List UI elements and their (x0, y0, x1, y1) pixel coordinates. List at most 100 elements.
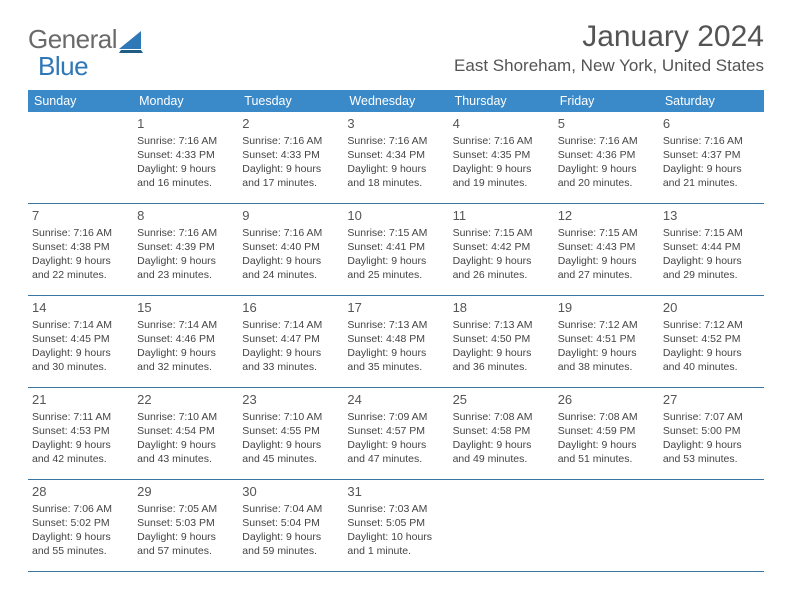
daylight-line: Daylight: 9 hours and 27 minutes. (558, 254, 655, 282)
sunrise-line: Sunrise: 7:11 AM (32, 410, 129, 424)
sunrise-line: Sunrise: 7:14 AM (137, 318, 234, 332)
daylight-line: Daylight: 9 hours and 55 minutes. (32, 530, 129, 558)
day-number: 25 (453, 391, 550, 409)
day-number: 18 (453, 299, 550, 317)
sunrise-line: Sunrise: 7:09 AM (347, 410, 444, 424)
daylight-line: Daylight: 9 hours and 25 minutes. (347, 254, 444, 282)
sunrise-line: Sunrise: 7:15 AM (558, 226, 655, 240)
sunset-line: Sunset: 4:41 PM (347, 240, 444, 254)
sunset-line: Sunset: 5:04 PM (242, 516, 339, 530)
sunrise-line: Sunrise: 7:16 AM (137, 134, 234, 148)
day-number: 15 (137, 299, 234, 317)
day-number: 20 (663, 299, 760, 317)
day-number: 28 (32, 483, 129, 501)
sunset-line: Sunset: 4:53 PM (32, 424, 129, 438)
daylight-line: Daylight: 9 hours and 17 minutes. (242, 162, 339, 190)
day-number: 31 (347, 483, 444, 501)
daylight-line: Daylight: 9 hours and 45 minutes. (242, 438, 339, 466)
sunrise-line: Sunrise: 7:12 AM (558, 318, 655, 332)
daylight-line: Daylight: 9 hours and 43 minutes. (137, 438, 234, 466)
calendar-day-cell: 20Sunrise: 7:12 AMSunset: 4:52 PMDayligh… (659, 296, 764, 388)
sunset-line: Sunset: 5:02 PM (32, 516, 129, 530)
sunrise-line: Sunrise: 7:16 AM (137, 226, 234, 240)
day-number: 3 (347, 115, 444, 133)
sunset-line: Sunset: 4:52 PM (663, 332, 760, 346)
day-number: 29 (137, 483, 234, 501)
sunrise-line: Sunrise: 7:16 AM (242, 226, 339, 240)
sunset-line: Sunset: 4:38 PM (32, 240, 129, 254)
calendar-day-cell: 28Sunrise: 7:06 AMSunset: 5:02 PMDayligh… (28, 480, 133, 572)
day-number: 14 (32, 299, 129, 317)
calendar-day-cell: 10Sunrise: 7:15 AMSunset: 4:41 PMDayligh… (343, 204, 448, 296)
sunrise-line: Sunrise: 7:08 AM (558, 410, 655, 424)
calendar-day-cell: 17Sunrise: 7:13 AMSunset: 4:48 PMDayligh… (343, 296, 448, 388)
sunrise-line: Sunrise: 7:14 AM (32, 318, 129, 332)
daylight-line: Daylight: 9 hours and 32 minutes. (137, 346, 234, 374)
calendar-page: General Blue January 2024 East Shoreham,… (0, 0, 792, 590)
sunset-line: Sunset: 4:33 PM (242, 148, 339, 162)
day-number: 10 (347, 207, 444, 225)
calendar-day-cell: 31Sunrise: 7:03 AMSunset: 5:05 PMDayligh… (343, 480, 448, 572)
day-number: 19 (558, 299, 655, 317)
sunset-line: Sunset: 4:59 PM (558, 424, 655, 438)
sunset-line: Sunset: 4:44 PM (663, 240, 760, 254)
sunset-line: Sunset: 4:37 PM (663, 148, 760, 162)
calendar-day-cell: 15Sunrise: 7:14 AMSunset: 4:46 PMDayligh… (133, 296, 238, 388)
sunrise-line: Sunrise: 7:12 AM (663, 318, 760, 332)
daylight-line: Daylight: 9 hours and 38 minutes. (558, 346, 655, 374)
sunrise-line: Sunrise: 7:16 AM (347, 134, 444, 148)
day-number: 4 (453, 115, 550, 133)
daylight-line: Daylight: 9 hours and 22 minutes. (32, 254, 129, 282)
sunrise-line: Sunrise: 7:15 AM (663, 226, 760, 240)
daylight-line: Daylight: 9 hours and 16 minutes. (137, 162, 234, 190)
calendar-day-cell: 7Sunrise: 7:16 AMSunset: 4:38 PMDaylight… (28, 204, 133, 296)
daylight-line: Daylight: 9 hours and 26 minutes. (453, 254, 550, 282)
day-header: Thursday (449, 90, 554, 112)
sunset-line: Sunset: 4:57 PM (347, 424, 444, 438)
day-header-row: Sunday Monday Tuesday Wednesday Thursday… (28, 90, 764, 112)
month-title: January 2024 (454, 20, 764, 54)
daylight-line: Daylight: 9 hours and 23 minutes. (137, 254, 234, 282)
sunrise-line: Sunrise: 7:16 AM (32, 226, 129, 240)
logo-block: General Blue (28, 18, 143, 82)
sunset-line: Sunset: 4:36 PM (558, 148, 655, 162)
calendar-day-cell (449, 480, 554, 572)
calendar-week-row: 1Sunrise: 7:16 AMSunset: 4:33 PMDaylight… (28, 112, 764, 204)
day-number: 11 (453, 207, 550, 225)
header: General Blue January 2024 East Shoreham,… (28, 18, 764, 82)
calendar-day-cell: 26Sunrise: 7:08 AMSunset: 4:59 PMDayligh… (554, 388, 659, 480)
sunrise-line: Sunrise: 7:13 AM (453, 318, 550, 332)
sunrise-line: Sunrise: 7:05 AM (137, 502, 234, 516)
day-number: 21 (32, 391, 129, 409)
daylight-line: Daylight: 10 hours and 1 minute. (347, 530, 444, 558)
sunset-line: Sunset: 4:48 PM (347, 332, 444, 346)
calendar-day-cell: 6Sunrise: 7:16 AMSunset: 4:37 PMDaylight… (659, 112, 764, 204)
daylight-line: Daylight: 9 hours and 19 minutes. (453, 162, 550, 190)
calendar-day-cell: 4Sunrise: 7:16 AMSunset: 4:35 PMDaylight… (449, 112, 554, 204)
sunset-line: Sunset: 4:35 PM (453, 148, 550, 162)
sunset-line: Sunset: 5:00 PM (663, 424, 760, 438)
day-header: Wednesday (343, 90, 448, 112)
daylight-line: Daylight: 9 hours and 57 minutes. (137, 530, 234, 558)
sunset-line: Sunset: 4:58 PM (453, 424, 550, 438)
day-number: 27 (663, 391, 760, 409)
daylight-line: Daylight: 9 hours and 33 minutes. (242, 346, 339, 374)
daylight-line: Daylight: 9 hours and 42 minutes. (32, 438, 129, 466)
sunset-line: Sunset: 4:45 PM (32, 332, 129, 346)
day-number: 12 (558, 207, 655, 225)
day-number: 8 (137, 207, 234, 225)
day-number: 26 (558, 391, 655, 409)
sunset-line: Sunset: 4:50 PM (453, 332, 550, 346)
day-number: 6 (663, 115, 760, 133)
calendar-day-cell (659, 480, 764, 572)
sunrise-line: Sunrise: 7:16 AM (558, 134, 655, 148)
calendar-table: Sunday Monday Tuesday Wednesday Thursday… (28, 90, 764, 572)
daylight-line: Daylight: 9 hours and 20 minutes. (558, 162, 655, 190)
calendar-day-cell: 19Sunrise: 7:12 AMSunset: 4:51 PMDayligh… (554, 296, 659, 388)
calendar-day-cell: 27Sunrise: 7:07 AMSunset: 5:00 PMDayligh… (659, 388, 764, 480)
calendar-day-cell: 30Sunrise: 7:04 AMSunset: 5:04 PMDayligh… (238, 480, 343, 572)
sunrise-line: Sunrise: 7:16 AM (453, 134, 550, 148)
sunrise-line: Sunrise: 7:10 AM (137, 410, 234, 424)
calendar-week-row: 14Sunrise: 7:14 AMSunset: 4:45 PMDayligh… (28, 296, 764, 388)
day-number: 9 (242, 207, 339, 225)
